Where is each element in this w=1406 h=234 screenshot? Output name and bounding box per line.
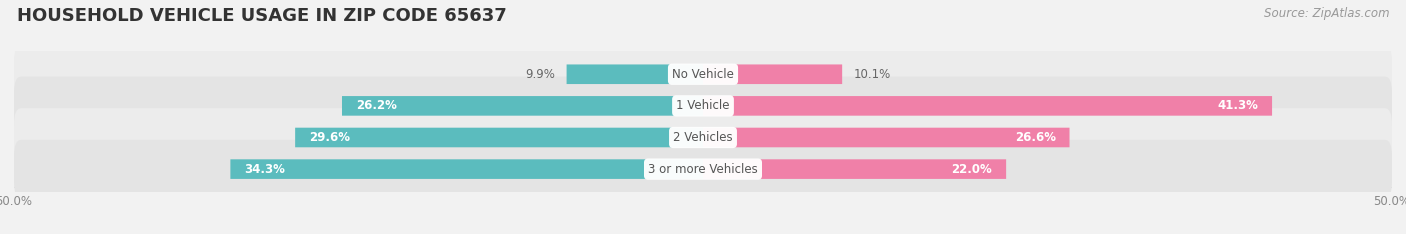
Text: Source: ZipAtlas.com: Source: ZipAtlas.com: [1264, 7, 1389, 20]
Text: 9.9%: 9.9%: [526, 68, 555, 81]
FancyBboxPatch shape: [567, 64, 703, 84]
Text: 41.3%: 41.3%: [1218, 99, 1258, 112]
FancyBboxPatch shape: [231, 159, 703, 179]
Text: 34.3%: 34.3%: [245, 163, 285, 176]
Text: 29.6%: 29.6%: [309, 131, 350, 144]
Text: HOUSEHOLD VEHICLE USAGE IN ZIP CODE 65637: HOUSEHOLD VEHICLE USAGE IN ZIP CODE 6563…: [17, 7, 506, 25]
FancyBboxPatch shape: [14, 140, 1392, 198]
Text: 26.2%: 26.2%: [356, 99, 396, 112]
Text: 2 Vehicles: 2 Vehicles: [673, 131, 733, 144]
FancyBboxPatch shape: [703, 128, 1070, 147]
Text: 1 Vehicle: 1 Vehicle: [676, 99, 730, 112]
FancyBboxPatch shape: [703, 159, 1007, 179]
FancyBboxPatch shape: [342, 96, 703, 116]
FancyBboxPatch shape: [14, 77, 1392, 135]
FancyBboxPatch shape: [14, 45, 1392, 103]
FancyBboxPatch shape: [703, 96, 1272, 116]
FancyBboxPatch shape: [295, 128, 703, 147]
Text: 22.0%: 22.0%: [952, 163, 993, 176]
FancyBboxPatch shape: [703, 64, 842, 84]
Text: 26.6%: 26.6%: [1015, 131, 1056, 144]
Text: 10.1%: 10.1%: [853, 68, 890, 81]
Text: 3 or more Vehicles: 3 or more Vehicles: [648, 163, 758, 176]
Text: No Vehicle: No Vehicle: [672, 68, 734, 81]
FancyBboxPatch shape: [14, 108, 1392, 167]
